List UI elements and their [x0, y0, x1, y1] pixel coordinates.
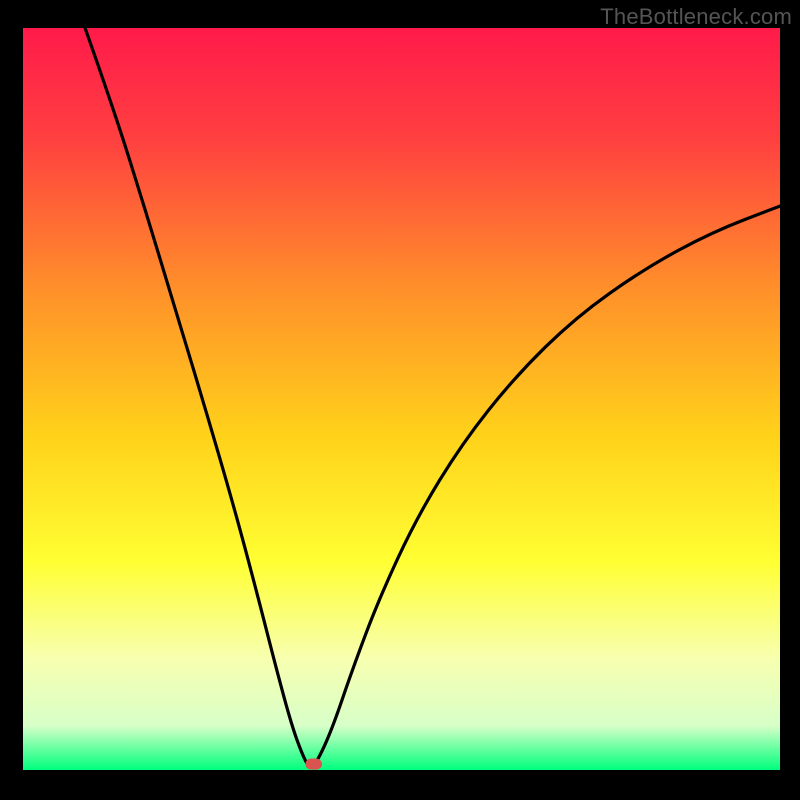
plot-background — [23, 28, 780, 770]
valley-marker — [305, 759, 322, 770]
watermark-text: TheBottleneck.com — [600, 4, 792, 30]
chart-container: TheBottleneck.com — [0, 0, 800, 800]
bottleneck-chart — [0, 0, 800, 800]
